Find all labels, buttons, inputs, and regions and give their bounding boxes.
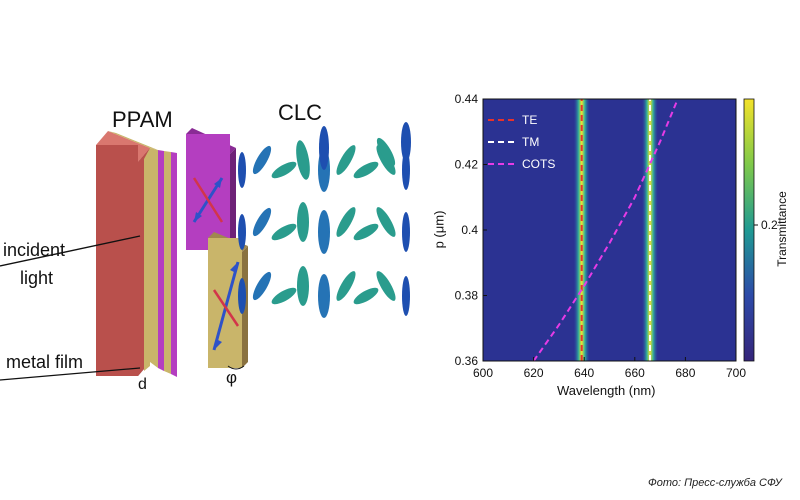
x-axis-label: Wavelength (nm) [557,383,656,398]
clc-molecule [238,214,246,250]
x-tick-label: 600 [473,366,493,380]
clc-molecule [297,266,309,306]
clc-label: CLC [278,100,323,125]
clc-molecule [296,140,310,180]
metal-film-label: metal film [6,352,84,372]
clc-molecule [376,271,396,301]
incident-light-line [0,235,141,267]
y-tick-label: 0.38 [455,289,479,303]
layer-thickness-d-label: d [138,376,147,393]
y-tick-label: 0.4 [461,223,478,237]
colorbar-label: Transmittance [774,191,789,267]
legend-label: TM [522,135,539,149]
ppam-layered-block [96,131,177,377]
x-tick-label: 640 [574,366,594,380]
clc-molecule [319,126,329,170]
clc-molecule [238,278,246,314]
clc-molecule [318,210,330,254]
x-tick-label: 660 [625,366,645,380]
y-axis-ticks: 0.36 0.38 0.4 0.42 0.44 [455,92,487,368]
clc-molecule [336,145,356,175]
incident-light-label-line1: incident [3,240,66,260]
x-axis-ticks: 600 620 640 660 680 700 [473,357,746,380]
legend-label: COTS [522,157,555,171]
x-tick-label: 700 [726,366,746,380]
ppam-label: PPAM [112,107,173,132]
legend-label: TE [522,113,537,127]
legend: TE TM COTS [488,113,555,171]
clc-molecule [271,161,297,179]
polarizer-plate-bottom [208,232,248,368]
x-tick-label: 620 [524,366,544,380]
clc-molecule [252,145,272,175]
clc-molecule [252,271,272,301]
clc-molecule [271,223,297,241]
y-tick-label: 0.44 [455,92,479,106]
clc-molecule [297,202,309,242]
y-tick-label: 0.36 [455,354,479,368]
mode-curves [532,99,679,361]
rotation-angle-phi-label: φ [226,368,238,387]
clc-molecule [402,212,410,252]
transmittance-heatmap: 600 620 640 660 680 700 0.36 0.38 0.4 0.42 0.44 T… [455,92,758,380]
colorbar [743,98,755,362]
clc-molecule [376,137,396,167]
ppam-clc-structure-diagram [0,122,411,381]
clc-molecule [252,207,272,237]
clc-molecule [271,287,297,305]
clc-molecule [353,287,379,305]
phi-angle-arc [227,365,245,370]
clc-molecule [353,161,379,179]
clc-molecule [336,271,356,301]
clc-molecule [376,207,396,237]
clc-molecules [238,122,411,318]
ppam-side-stripes [108,131,177,377]
clc-molecule [402,276,410,316]
x-tick-label: 680 [675,366,695,380]
colorbar-tick-label: 0.2 [761,218,778,232]
photo-credit: Фото: Пресс-служба СФУ [648,477,782,489]
y-axis-label: p (μm) [431,210,447,249]
incident-light-label-line2: light [20,268,54,288]
clc-molecule [318,274,330,318]
y-tick-label: 0.42 [455,158,479,172]
clc-molecule [401,122,411,162]
series-cots-line [532,99,679,361]
clc-molecule [353,223,379,241]
clc-molecule [238,152,246,188]
polarizer-plate-top [186,128,236,250]
clc-molecule [336,207,356,237]
metal-film-pointer [0,367,141,381]
